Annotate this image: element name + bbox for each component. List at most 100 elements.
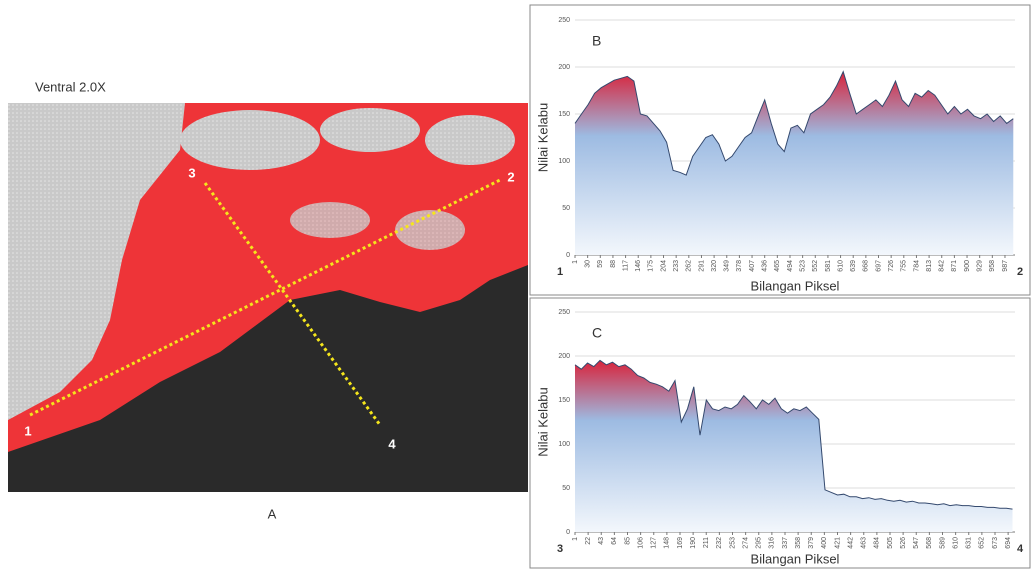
x-tick-label: 232 xyxy=(716,537,723,549)
x-tick-label: 291 xyxy=(698,260,705,272)
x-tick-label: 379 xyxy=(808,537,815,549)
x-tick-label: 652 xyxy=(979,537,986,549)
y-tick-label: 250 xyxy=(558,17,570,24)
x-tick-label: 987 xyxy=(1002,260,1009,272)
x-tick-label: 233 xyxy=(673,260,680,272)
x-tick-label: 673 xyxy=(992,537,999,549)
profile-line xyxy=(574,359,1013,510)
gray-region xyxy=(290,202,370,238)
point-label: 3 xyxy=(188,165,195,180)
x-tick-label: 127 xyxy=(651,537,658,549)
x-tick-label: 694 xyxy=(1005,537,1012,549)
image-title: Ventral 2.0X xyxy=(35,79,106,94)
x-tick-label: 610 xyxy=(952,537,959,549)
x-tick-label: 400 xyxy=(821,537,828,549)
y-tick-label: 0 xyxy=(566,252,570,259)
x-tick-label: 631 xyxy=(966,537,973,549)
x-tick-label: 842 xyxy=(939,260,946,272)
x-tick-label: 378 xyxy=(736,260,743,272)
x-tick-label: 668 xyxy=(863,260,870,272)
y-tick-label: 200 xyxy=(558,353,570,360)
image-panel: Ventral 2.0X 1 2 3 4 A xyxy=(8,79,528,521)
x-tick-label: 204 xyxy=(660,260,667,272)
x-tick-label: 22 xyxy=(585,537,592,545)
x-tick-label: 697 xyxy=(875,260,882,272)
x-tick-label: 1 xyxy=(572,260,579,264)
x-tick-label: 169 xyxy=(677,537,684,549)
x-tick-label: 43 xyxy=(598,537,605,545)
y-tick-label: 100 xyxy=(558,158,570,165)
area-fill xyxy=(575,360,1013,532)
x-tick-label: 726 xyxy=(888,260,895,272)
x-tick-label: 610 xyxy=(837,260,844,272)
x-axis-label: Bilangan Piksel xyxy=(751,278,840,293)
x-tick-label: 526 xyxy=(900,537,907,549)
x-tick-label: 295 xyxy=(756,537,763,549)
end-label: 2 xyxy=(1017,266,1023,278)
profile-line xyxy=(574,70,1014,176)
x-tick-label: 484 xyxy=(874,537,881,549)
x-tick-label: 813 xyxy=(926,260,933,272)
y-tick-label: 150 xyxy=(558,397,570,404)
y-tick-label: 250 xyxy=(558,309,570,316)
x-tick-label: 407 xyxy=(749,260,756,272)
x-tick-label: 871 xyxy=(951,260,958,272)
x-axis-label: Bilangan Piksel xyxy=(751,551,840,566)
x-tick-label: 523 xyxy=(799,260,806,272)
x-tick-label: 547 xyxy=(913,537,920,549)
x-tick-label: 190 xyxy=(690,537,697,549)
x-tick-label: 463 xyxy=(861,537,868,549)
x-tick-label: 900 xyxy=(964,260,971,272)
x-tick-label: 64 xyxy=(611,537,618,545)
x-tick-label: 358 xyxy=(795,537,802,549)
x-tick-label: 253 xyxy=(729,537,736,549)
end-label: 4 xyxy=(1017,543,1024,555)
x-tick-label: 784 xyxy=(913,260,920,272)
gray-region xyxy=(180,110,320,170)
y-tick-label: 0 xyxy=(566,529,570,536)
start-label: 1 xyxy=(557,266,563,278)
y-tick-label: 150 xyxy=(558,111,570,118)
x-tick-label: 30 xyxy=(584,260,591,268)
gray-region xyxy=(425,115,515,165)
x-tick-label: 337 xyxy=(782,537,789,549)
x-tick-label: 117 xyxy=(622,260,629,271)
panel-annotation: C xyxy=(592,325,602,341)
x-tick-label: 505 xyxy=(887,537,894,549)
area-fill xyxy=(575,71,1014,255)
x-tick-label: 211 xyxy=(703,537,710,548)
x-tick-label: 436 xyxy=(762,260,769,272)
x-tick-label: 421 xyxy=(834,537,841,549)
x-tick-label: 146 xyxy=(635,260,642,272)
point-label: 1 xyxy=(24,423,31,438)
x-tick-label: 148 xyxy=(664,537,671,549)
gray-region xyxy=(395,210,465,250)
panel-annotation: B xyxy=(592,33,601,49)
x-tick-label: 581 xyxy=(825,260,832,272)
x-tick-label: 262 xyxy=(686,260,693,272)
point-label: 2 xyxy=(507,169,514,184)
chart: 0 50 100 150 200 250 1 30 59 88 117 146 175 204 233 262… xyxy=(529,4,1031,296)
dark-region xyxy=(8,265,528,492)
x-tick-label: 958 xyxy=(989,260,996,272)
start-label: 3 xyxy=(557,543,563,555)
x-tick-label: 442 xyxy=(847,537,854,549)
transect-line xyxy=(203,182,382,426)
x-tick-label: 639 xyxy=(850,260,857,272)
x-tick-label: 274 xyxy=(742,537,749,549)
x-tick-label: 349 xyxy=(724,260,731,272)
y-tick-label: 100 xyxy=(558,441,570,448)
y-tick-label: 50 xyxy=(562,205,570,212)
x-tick-label: 552 xyxy=(812,260,819,272)
x-tick-label: 755 xyxy=(901,260,908,272)
y-tick-label: 200 xyxy=(558,64,570,71)
x-tick-label: 85 xyxy=(624,537,631,545)
x-tick-label: 106 xyxy=(637,537,644,549)
x-tick-label: 175 xyxy=(648,260,655,272)
x-tick-label: 88 xyxy=(610,260,617,268)
x-tick-label: 494 xyxy=(787,260,794,272)
x-tick-label: 1 xyxy=(572,537,579,541)
x-tick-label: 568 xyxy=(926,537,933,549)
